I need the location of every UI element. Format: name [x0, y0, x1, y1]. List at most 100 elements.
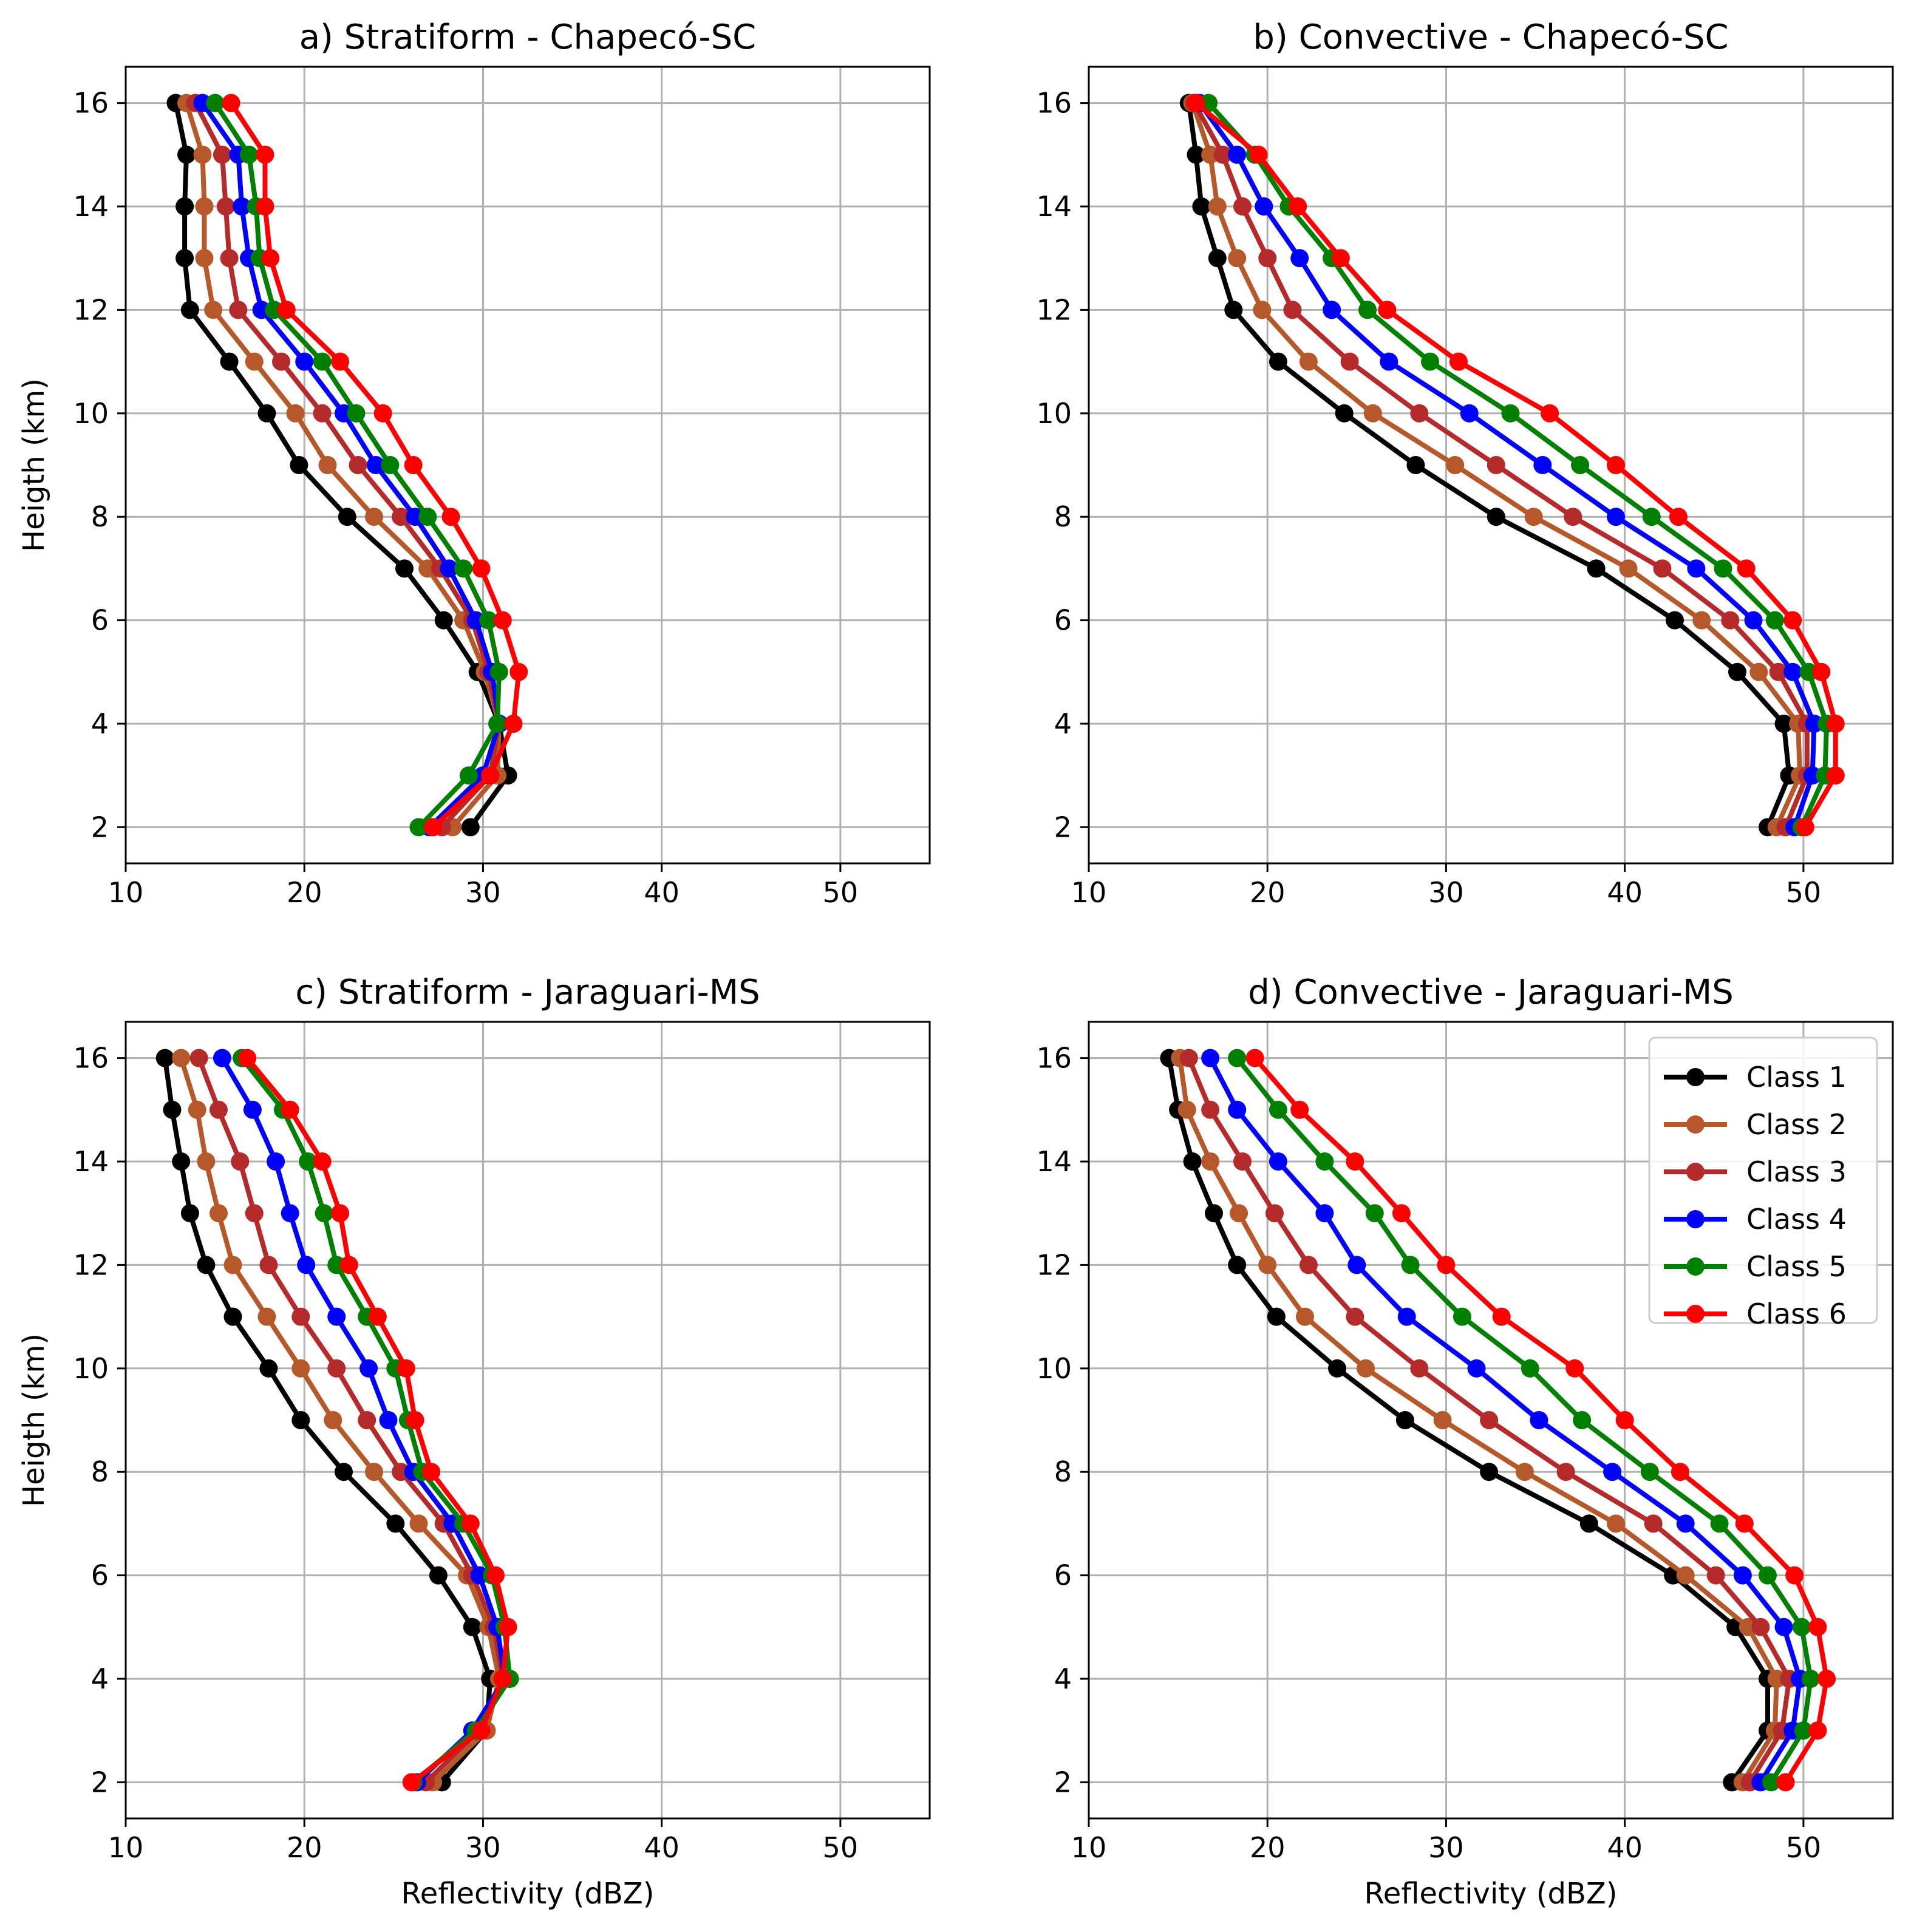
panel-4-class-1-point-h12 [1228, 1256, 1247, 1274]
panel-2-class-1-point-h8 [1487, 508, 1505, 526]
panel-4-legend-class-1-swatch-marker [1686, 1068, 1705, 1086]
panel-2-class-5-point-h5 [1799, 662, 1818, 681]
panel-4-class-6-point-h10 [1565, 1359, 1584, 1378]
panel-3-ytick-label-14: 14 [73, 1145, 109, 1178]
panel-3-class-3-point-h15 [209, 1100, 228, 1119]
panel-4-class-6-point-h16 [1245, 1049, 1264, 1067]
panel-3-class-2-point-h13 [209, 1204, 228, 1223]
panel-4-xtick-label-20: 20 [1250, 1831, 1286, 1864]
panel-2-class-1-point-h11 [1269, 352, 1287, 371]
panel-2-class-1-point-h5 [1728, 662, 1746, 681]
panel-3-class-4-point-h15 [243, 1100, 262, 1119]
panel-2-xtick-label-50: 50 [1786, 876, 1822, 909]
panel-4-class-3-point-h13 [1265, 1204, 1284, 1223]
panel-3-class-6-point-h11 [368, 1307, 387, 1326]
panel-4-legend-class-6-label: Class 6 [1746, 1298, 1847, 1330]
panel-3-xtick-label-50: 50 [823, 1831, 859, 1864]
panel-1-class-1-point-h14 [175, 197, 194, 216]
panel-1-ytick-label-16: 16 [73, 87, 109, 120]
panel-2-class-4-point-h7 [1687, 559, 1706, 578]
panel-3-class-4-point-h11 [327, 1307, 346, 1326]
panel-4-class-5-point-h9 [1573, 1411, 1592, 1429]
panel-1-class-1-point-h9 [290, 456, 308, 474]
panel-1-class-5-point-h3 [459, 766, 478, 785]
panel-4-legend-class-4-swatch-marker [1686, 1210, 1705, 1228]
panel-4-title: d) Convective - Jaraguari-MS [1248, 973, 1734, 1012]
panel-1-class-4-point-h9 [366, 456, 385, 474]
panel-2-class-3-point-h5 [1769, 662, 1788, 681]
panel-4-class-5-point-h2 [1762, 1773, 1780, 1792]
panel-2-class-5-point-h8 [1642, 508, 1661, 526]
panel-1-class-6-point-h13 [261, 249, 280, 268]
panel-1-class-6-point-h2 [424, 818, 443, 837]
panel-4-class-4-point-h7 [1676, 1514, 1695, 1533]
panel-3-class-1-point-h10 [259, 1359, 278, 1378]
panel-4-ytick-label-12: 12 [1036, 1248, 1072, 1281]
panel-4-class-3-point-h12 [1299, 1256, 1318, 1274]
panel-3-class-2-point-h16 [172, 1049, 191, 1067]
panel-4-xlabel: Reflectivity (dBZ) [1364, 1877, 1618, 1911]
panel-2-class-1-point-h7 [1587, 559, 1606, 578]
panel-4-class-2-point-h10 [1357, 1359, 1375, 1378]
panel-1-class-6-point-h3 [481, 766, 500, 785]
panel-4-legend-class-6-swatch-marker [1686, 1305, 1705, 1323]
panel-1-class-4-point-h14 [233, 197, 251, 216]
panel-2-class-5-point-h11 [1421, 352, 1439, 371]
panel-4-class-6-point-h8 [1671, 1463, 1689, 1481]
panel-4-class-4-point-h15 [1228, 1100, 1247, 1119]
panel-2-class-2-point-h10 [1363, 404, 1382, 423]
panel-2-class-1-point-h6 [1666, 611, 1684, 630]
panel-1: 10 20 30 40 50 2 4 6 8 10 12 14 16 a) Stratiform - Ch… [17, 18, 931, 909]
panel-4-class-1-point-h14 [1183, 1152, 1202, 1171]
panel-4-ytick-label-14: 14 [1036, 1145, 1072, 1178]
panel-2-ytick-label-2: 2 [1054, 811, 1072, 843]
panel-1-ytick-label-6: 6 [91, 604, 109, 637]
panel-3-class-1-point-h11 [223, 1307, 242, 1326]
panel-3-class-1-point-h16 [155, 1049, 174, 1067]
panel-3-class-1-point-h9 [291, 1411, 310, 1429]
panel-1-class-5-point-h10 [347, 404, 366, 423]
panel-1-class-1-point-h13 [175, 249, 194, 268]
panel-1-class-3-point-h15 [213, 145, 231, 164]
panel-2-class-6-point-h14 [1289, 197, 1307, 216]
panel-1-class-2-point-h12 [204, 301, 223, 319]
panel-3-class-4-point-h6 [470, 1566, 489, 1585]
panel-3-ytick-label-6: 6 [91, 1559, 109, 1592]
panel-1-xtick-label-40: 40 [644, 876, 680, 909]
panel-1-title: a) Stratiform - Chapecó-SC [299, 18, 757, 57]
panel-2-class-4-point-h3 [1803, 766, 1822, 785]
panel-2-class-4-point-h12 [1323, 301, 1341, 319]
panel-1-class-6-point-h11 [331, 352, 350, 371]
panel-4-class-4-point-h8 [1603, 1463, 1622, 1481]
panel-3: 10 20 30 40 50 2 4 6 8 10 12 14 16 c) Stratiform - Ja… [17, 973, 931, 1911]
panel-2-class-4-point-h15 [1228, 145, 1247, 164]
panel-4-class-6-point-h5 [1808, 1617, 1827, 1636]
panel-2-class-6-point-h15 [1249, 145, 1268, 164]
panel-3-class-6-point-h16 [238, 1049, 257, 1067]
panel-2-class-5-point-h6 [1765, 611, 1784, 630]
panel-1-class-3-point-h10 [313, 404, 332, 423]
panel-4-class-6-point-h14 [1346, 1152, 1364, 1171]
panel-1-ytick-label-4: 4 [91, 707, 109, 740]
panel-2-class-6-point-h12 [1378, 301, 1397, 319]
panel-4-class-4-point-h6 [1733, 1566, 1752, 1585]
panel-2-class-3-point-h14 [1233, 197, 1252, 216]
panel-2-class-6-point-h4 [1826, 715, 1845, 733]
panel-2-class-3-point-h15 [1213, 145, 1232, 164]
panel-4-ytick-label-10: 10 [1036, 1352, 1072, 1385]
panel-2-class-4-point-h10 [1460, 404, 1479, 423]
panel-2-ytick-label-12: 12 [1036, 293, 1072, 326]
panel-1-class-6-point-h16 [222, 94, 240, 112]
panel-4-class-2-point-h7 [1607, 1514, 1625, 1533]
panel-1-ytick-label-12: 12 [73, 293, 109, 326]
panel-1-class-2-point-h7 [418, 559, 437, 578]
panel-3-class-3-point-h9 [358, 1411, 376, 1429]
panel-3-class-3-point-h11 [291, 1307, 310, 1326]
panel-3-class-4-point-h13 [281, 1204, 299, 1223]
panel-3-ytick-label-2: 2 [91, 1766, 109, 1798]
panel-2-xtick-label-40: 40 [1607, 876, 1643, 909]
panel-2-class-3-point-h9 [1487, 456, 1505, 474]
panel-4-class-3-point-h16 [1179, 1049, 1198, 1067]
panel-1-class-6-point-h15 [256, 145, 274, 164]
panel-4-class-6-point-h3 [1808, 1721, 1827, 1740]
